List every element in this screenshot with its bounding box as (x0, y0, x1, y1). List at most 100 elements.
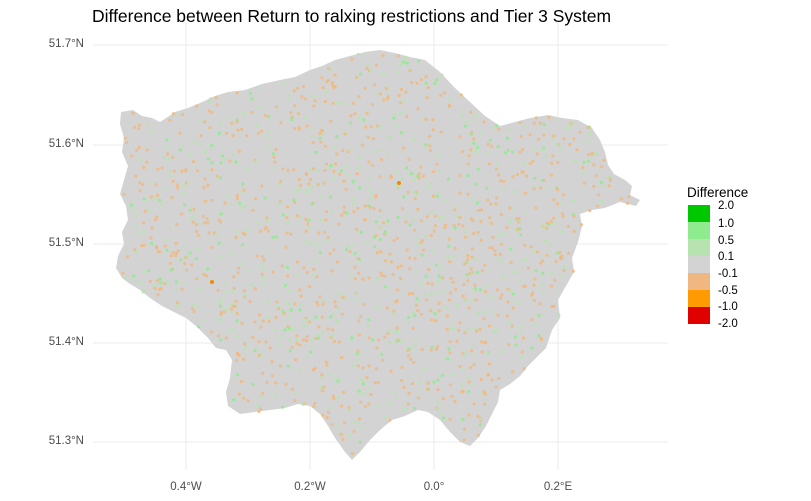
difference-point (489, 202, 493, 206)
difference-point (310, 127, 314, 131)
difference-point (299, 303, 303, 307)
difference-point (135, 280, 139, 284)
difference-point (533, 176, 537, 180)
difference-point (209, 97, 213, 101)
difference-point (190, 263, 194, 267)
difference-point (488, 138, 492, 142)
legend-swatch-1 (688, 205, 710, 222)
difference-point (357, 333, 361, 337)
difference-point (243, 342, 247, 346)
difference-point (376, 381, 380, 385)
difference-point (228, 159, 232, 163)
difference-point (361, 392, 366, 396)
difference-point (331, 177, 335, 181)
difference-point (466, 376, 470, 380)
difference-point (378, 175, 382, 179)
difference-point (224, 157, 228, 161)
difference-point (472, 402, 476, 406)
difference-point (351, 201, 355, 205)
difference-point (156, 293, 160, 297)
difference-point (599, 180, 604, 184)
difference-point (167, 157, 171, 161)
difference-point (406, 190, 410, 194)
difference-point (408, 267, 412, 271)
difference-point (467, 413, 471, 417)
difference-point (374, 367, 378, 371)
difference-point (305, 173, 309, 177)
difference-point (370, 103, 374, 107)
difference-point (314, 315, 318, 319)
difference-point (370, 163, 374, 167)
difference-point (290, 345, 294, 349)
difference-point (198, 287, 202, 291)
difference-point (333, 84, 337, 88)
difference-point (183, 262, 187, 266)
difference-point (137, 123, 142, 127)
difference-point (429, 348, 433, 352)
difference-point (482, 317, 486, 321)
difference-point (373, 245, 377, 249)
legend-swatch-2 (688, 222, 710, 239)
difference-point (320, 315, 324, 319)
difference-point (474, 326, 478, 330)
difference-point (434, 291, 438, 295)
difference-point (408, 256, 412, 260)
difference-point (355, 172, 359, 176)
difference-point (482, 120, 486, 124)
difference-point (423, 367, 427, 371)
difference-point (490, 126, 495, 130)
difference-point (347, 405, 351, 410)
difference-point (343, 101, 347, 105)
difference-point (544, 155, 549, 159)
difference-point (521, 170, 525, 174)
difference-point (274, 147, 278, 152)
difference-point (421, 248, 426, 252)
difference-point (194, 229, 199, 233)
difference-point (431, 194, 436, 198)
difference-point (522, 284, 526, 288)
difference-point (235, 120, 239, 124)
difference-point (325, 238, 329, 242)
difference-point (495, 124, 499, 128)
difference-point (367, 276, 371, 280)
difference-point (555, 251, 559, 255)
difference-point (387, 329, 391, 333)
difference-point (470, 349, 474, 353)
difference-point (261, 391, 265, 396)
difference-point (466, 279, 470, 283)
difference-point (210, 330, 214, 334)
difference-point (575, 148, 579, 152)
difference-point (257, 106, 261, 110)
difference-point (411, 311, 416, 315)
difference-point (241, 243, 245, 247)
difference-point (321, 302, 325, 306)
difference-point (560, 147, 564, 151)
difference-point (296, 112, 301, 116)
difference-point (155, 246, 159, 250)
difference-point (326, 236, 330, 240)
difference-point (203, 199, 208, 203)
difference-point (376, 403, 380, 407)
difference-point (378, 214, 382, 218)
difference-point (317, 231, 321, 235)
difference-point (463, 331, 467, 335)
difference-point (381, 72, 385, 76)
difference-point (441, 215, 446, 219)
difference-point (355, 75, 359, 79)
difference-point (324, 162, 329, 166)
difference-point (249, 91, 253, 95)
difference-point (304, 229, 308, 233)
difference-point (415, 296, 419, 301)
difference-point (418, 381, 422, 385)
difference-point (435, 78, 439, 82)
difference-point (263, 114, 268, 118)
difference-point (550, 272, 554, 276)
difference-point (386, 332, 390, 336)
difference-point (417, 172, 421, 176)
difference-point (488, 216, 492, 220)
difference-point (342, 210, 346, 214)
difference-point (163, 244, 167, 248)
difference-point (318, 195, 322, 199)
difference-point (320, 389, 325, 393)
difference-point (357, 156, 361, 160)
